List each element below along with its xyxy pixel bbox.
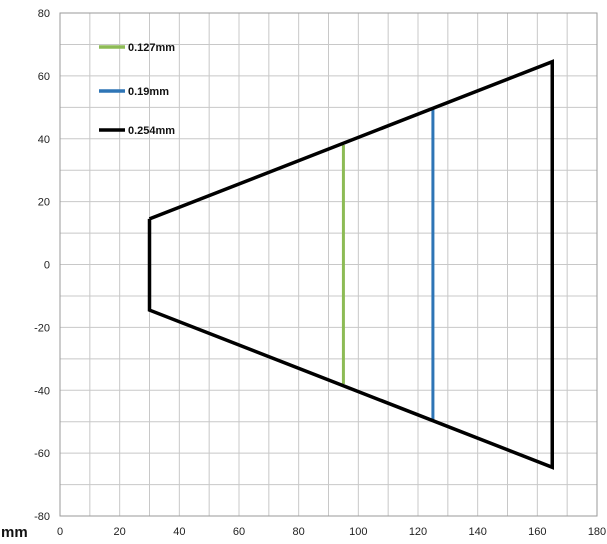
legend-label: 0.19mm bbox=[128, 86, 169, 98]
x-tick-label: 0 bbox=[57, 526, 63, 538]
y-tick-label: -80 bbox=[34, 511, 50, 523]
y-tick-label: -60 bbox=[34, 448, 50, 460]
x-tick-label: 180 bbox=[588, 526, 606, 538]
plot-frame bbox=[59, 12, 598, 517]
x-tick-label: 120 bbox=[409, 526, 427, 538]
y-tick-label: -20 bbox=[34, 322, 50, 334]
grid bbox=[60, 13, 597, 516]
x-tick-label: 80 bbox=[293, 526, 305, 538]
legend-label: 0.127mm bbox=[128, 42, 175, 54]
x-axis-label: mm bbox=[1, 524, 28, 541]
x-tick-label: 20 bbox=[114, 526, 126, 538]
x-tick-label: 60 bbox=[233, 526, 245, 538]
y-tick-label: 0 bbox=[44, 260, 50, 272]
series-layer bbox=[147, 59, 554, 470]
y-tick-label: -40 bbox=[34, 385, 50, 397]
legend-label: 0.254mm bbox=[128, 125, 175, 137]
series-line-0.254mm bbox=[147, 59, 554, 470]
y-tick-label: 80 bbox=[38, 8, 50, 20]
x-tick-label: 140 bbox=[468, 526, 486, 538]
x-tick-label: 100 bbox=[349, 526, 367, 538]
x-tick-label: 160 bbox=[528, 526, 546, 538]
tick-labels: 0 20 40 60 80 100 120 140 160 180 80 60 40 20 0 -20 -40 -… bbox=[34, 8, 606, 538]
x-tick-label: 40 bbox=[173, 526, 185, 538]
y-tick-label: 40 bbox=[38, 134, 50, 146]
legend: 0.127mm 0.19mm 0.254mm bbox=[99, 42, 175, 137]
y-tick-label: 60 bbox=[38, 71, 50, 83]
y-tick-label: 20 bbox=[38, 197, 50, 209]
